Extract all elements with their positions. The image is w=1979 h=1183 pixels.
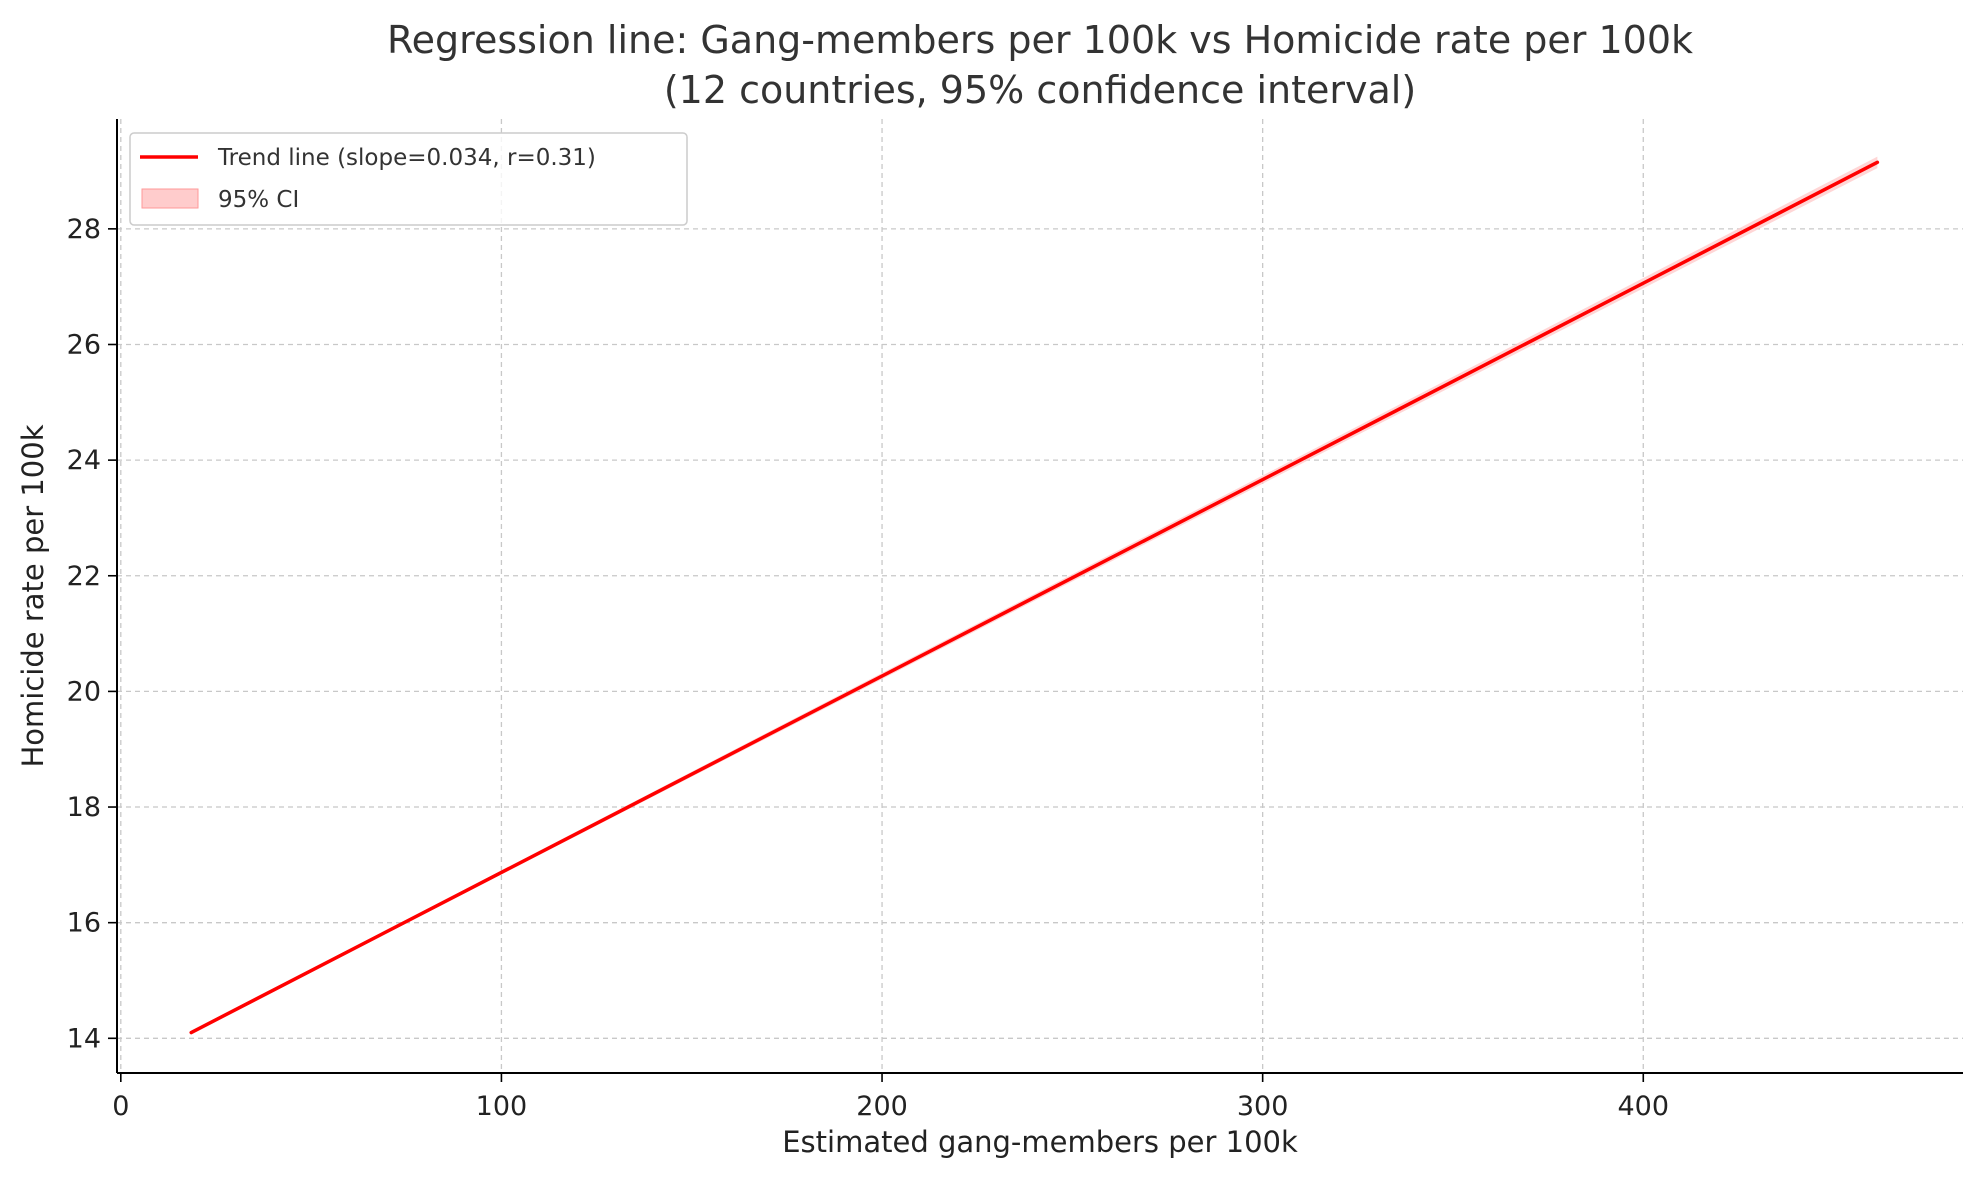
- trend-line: [189, 160, 1880, 1035]
- y-tick-label: 20: [67, 676, 101, 707]
- y-tick-label: 26: [67, 329, 101, 360]
- chart-title: Regression line: Gang-members per 100k v…: [387, 18, 1693, 62]
- y-tick-label: 16: [67, 908, 101, 939]
- x-tick-label: 300: [1237, 1091, 1289, 1122]
- legend: Trend line (slope=0.034, r=0.31) 95% CI: [129, 132, 688, 226]
- x-tick-label: 0: [112, 1091, 129, 1122]
- x-axis-ticks: 0 100 200 300 400: [112, 1073, 1669, 1122]
- x-axis-label: Estimated gang-members per 100k: [782, 1125, 1298, 1159]
- y-axis-label: Homicide rate per 100k: [16, 424, 50, 767]
- legend-frame: [129, 132, 688, 226]
- trend-line-layer: [189, 160, 1880, 1035]
- y-tick-label: 18: [67, 792, 101, 823]
- y-tick-label: 24: [67, 445, 101, 476]
- legend-trend-label: Trend line (slope=0.034, r=0.31): [217, 145, 596, 171]
- x-tick-label: 100: [476, 1091, 528, 1122]
- grid: [117, 119, 1963, 1073]
- y-tick-label: 22: [67, 561, 101, 592]
- x-tick-label: 200: [856, 1091, 908, 1122]
- legend-ci-swatch: [141, 188, 199, 209]
- x-tick-label: 400: [1618, 1091, 1670, 1122]
- y-tick-label: 28: [67, 214, 101, 245]
- y-tick-label: 14: [67, 1023, 101, 1054]
- y-axis-ticks: 14 16 18 20 22 24 26 28: [67, 214, 117, 1054]
- legend-ci-label: 95% CI: [218, 187, 299, 213]
- chart-subtitle: (12 countries, 95% confidence interval): [664, 68, 1416, 112]
